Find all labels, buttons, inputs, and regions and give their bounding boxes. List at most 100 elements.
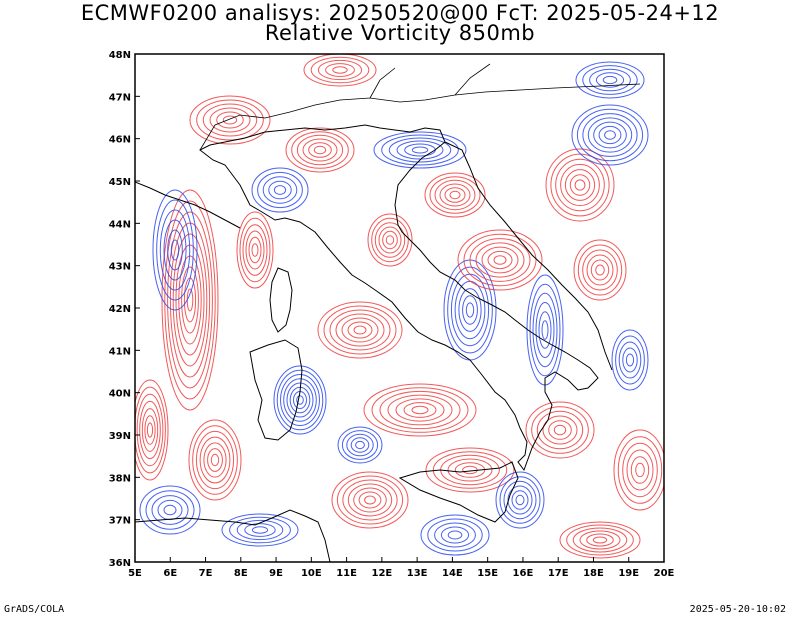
lat-tick-label: 39N [109,431,131,442]
vorticity-contour [424,172,486,218]
vorticity-contour [434,522,476,548]
vorticity-contour [167,211,213,389]
vorticity-contour [579,530,621,550]
lat-tick-label: 43N [109,262,131,273]
vorticity-contour [382,230,398,250]
lon-tick-label: 14E [442,568,463,579]
vorticity-contour [396,140,444,160]
vorticity-contour [576,108,644,162]
vorticity-contour [303,54,377,87]
vorticity-contour [595,72,625,88]
vorticity-contour [285,127,355,173]
vorticity-contour [367,213,413,267]
vorticity-contour [135,379,169,481]
vorticity-contour [403,402,437,418]
vorticity-contour [136,393,164,467]
vorticity-contour [387,394,453,426]
vorticity-contour [572,527,628,553]
vorticity-contour [188,419,242,501]
vorticity-contour [462,295,478,325]
vorticity-contour [358,491,382,509]
vorticity-contour [611,329,649,391]
vorticity-contour [493,255,507,265]
vorticity-contour [457,229,543,291]
vorticity-contour [139,400,161,460]
vorticity-contour [586,533,614,547]
vorticity-contour [170,239,180,261]
vorticity-contour [222,115,238,125]
vorticity-contour [273,365,327,435]
vorticity-contour [531,406,589,454]
vorticity-contour [337,426,383,464]
vorticity-contour [325,63,355,77]
vorticity-contour [465,302,475,318]
vorticity-contour [613,429,664,511]
vorticity-contour [236,519,284,541]
vorticity-contour [582,65,638,95]
alpine-borders [199,63,641,151]
vorticity-contour [151,495,189,525]
vorticity-contour [371,387,469,433]
vorticity-contour [432,451,508,489]
vorticity-contour [571,104,649,166]
vorticity-contour [335,313,385,347]
vorticity-contour [574,179,586,191]
vorticity-contour [541,320,549,340]
vorticity-contour [145,490,195,530]
vorticity-contour [593,121,627,149]
vorticity-contour [346,433,374,457]
vorticity-contour [164,200,216,400]
vorticity-contour [374,222,406,258]
balkan-coastline [444,141,613,371]
vorticity-contour [202,103,258,137]
vorticity-contour [553,424,567,436]
vorticity-contour [363,383,477,437]
vorticity-contour [207,448,223,472]
vorticity-contour [487,250,513,270]
vorticity-contour [167,229,183,271]
vorticity-contour [159,209,191,291]
vorticity-contour [251,526,269,534]
vorticity-contour [353,487,387,513]
vorticity-contour [507,485,533,515]
vorticity-contour [622,442,658,498]
vorticity-contour [525,401,595,459]
vorticity-contour [273,185,287,195]
vorticity-contour [481,246,519,274]
map-subtitle: Relative Vorticity 850mb [264,21,536,45]
vorticity-contour [283,378,317,422]
vorticity-contour [192,425,238,495]
vorticity-contour [602,75,618,85]
italy-coastline [199,124,599,472]
vorticity-contour [440,526,470,544]
vorticity-contour [336,475,404,525]
vorticity-contour [244,523,276,537]
vorticity-contour [542,415,578,445]
lon-tick-label: 17E [548,568,569,579]
lon-tick-label: 20E [654,568,675,579]
vorticity-contour [635,462,645,478]
vorticity-contour [538,311,552,349]
vorticity-contour [221,513,299,547]
vorticity-contour [447,530,463,540]
vorticity-contour [216,111,244,129]
lat-tick-label: 46N [109,135,131,146]
lon-tick-label: 9E [269,568,283,579]
vorticity-contour [395,398,445,422]
vorticity-contour [618,341,642,379]
lat-tick-label: 45N [109,177,131,188]
lon-tick-label: 6E [163,568,177,579]
vorticity-contour [592,536,608,544]
vorticity-contour [332,66,348,74]
vorticity-contour [566,524,634,556]
lat-tick-label: 40N [109,389,131,400]
vorticity-contour [573,239,627,301]
vorticity-contour [251,167,309,213]
vorticity-contour [141,408,159,452]
vorticity-contour [515,494,525,506]
vorticity-contour [495,471,545,529]
lon-tick-label: 5E [128,568,142,579]
lat-tick-label: 44N [109,219,131,230]
vorticity-contour [268,180,292,200]
